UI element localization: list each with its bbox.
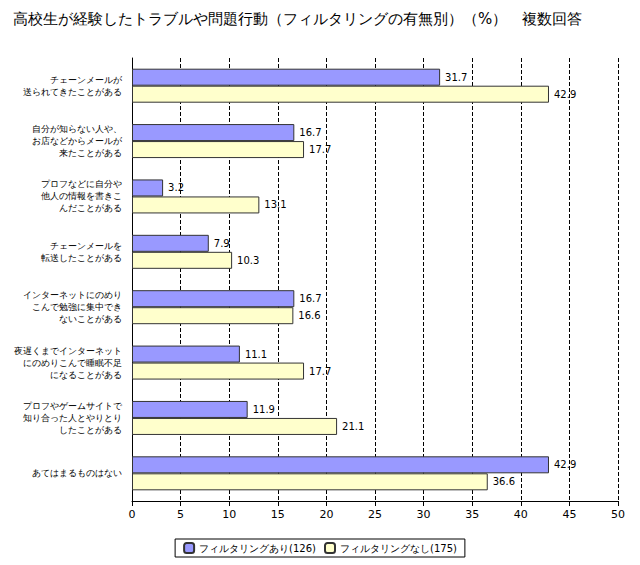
svg-text:0: 0 xyxy=(129,508,136,521)
svg-text:高校生が経験したトラブルや問題行動（フィルタリングの有無別）: 高校生が経験したトラブルや問題行動（フィルタリングの有無別）（%） 複数回答 xyxy=(13,10,582,28)
svg-text:チェーンメールが: チェーンメールが xyxy=(50,75,123,85)
svg-text:42.9: 42.9 xyxy=(554,89,576,100)
svg-text:21.1: 21.1 xyxy=(342,421,364,432)
svg-text:16.7: 16.7 xyxy=(299,127,321,138)
svg-text:16.6: 16.6 xyxy=(298,310,320,321)
svg-text:42.9: 42.9 xyxy=(554,459,576,470)
svg-text:になることがある: になることがある xyxy=(50,370,122,380)
svg-text:45: 45 xyxy=(562,508,576,521)
svg-text:フィルタリングなし(175): フィルタリングなし(175) xyxy=(340,543,457,554)
svg-text:17.7: 17.7 xyxy=(309,366,331,377)
svg-text:インターネットにのめり: インターネットにのめり xyxy=(23,290,122,300)
svg-text:31.7: 31.7 xyxy=(445,72,467,83)
svg-text:20: 20 xyxy=(319,508,333,521)
svg-text:17.7: 17.7 xyxy=(309,144,331,155)
svg-text:チェーンメールを: チェーンメールを xyxy=(50,241,122,251)
svg-text:11.1: 11.1 xyxy=(245,349,267,360)
svg-text:36.6: 36.6 xyxy=(493,476,515,487)
svg-text:30: 30 xyxy=(417,508,431,521)
svg-text:35: 35 xyxy=(465,508,479,521)
svg-text:来たことがある: 来たことがある xyxy=(59,148,122,158)
svg-text:あてはまるものはない: あてはまるものはない xyxy=(32,468,122,478)
svg-text:知り合った人とやりとり: 知り合った人とやりとり xyxy=(23,413,122,423)
svg-text:お店などからメールが: お店などからメールが xyxy=(32,136,123,146)
svg-text:16.7: 16.7 xyxy=(299,293,321,304)
svg-text:他人の情報を書きこ: 他人の情報を書きこ xyxy=(41,191,122,201)
svg-text:15: 15 xyxy=(271,508,285,521)
svg-text:プロフなどに自分や: プロフなどに自分や xyxy=(41,179,122,189)
svg-text:3.2: 3.2 xyxy=(168,182,184,193)
svg-text:13.1: 13.1 xyxy=(264,199,286,210)
svg-text:10.3: 10.3 xyxy=(237,255,259,266)
svg-text:25: 25 xyxy=(368,508,382,521)
svg-text:したことがある: したことがある xyxy=(59,425,122,435)
svg-text:こんで勉強に集中でき: こんで勉強に集中でき xyxy=(32,302,122,312)
svg-text:50: 50 xyxy=(611,508,625,521)
svg-text:5: 5 xyxy=(177,508,184,521)
svg-text:10: 10 xyxy=(222,508,236,521)
svg-text:送られてきたことがある: 送られてきたことがある xyxy=(23,87,122,97)
svg-text:40: 40 xyxy=(514,508,528,521)
svg-text:夜遅くまでインターネット: 夜遅くまでインターネット xyxy=(14,346,122,356)
svg-text:7.9: 7.9 xyxy=(214,238,230,249)
svg-text:自分が知らない人や、: 自分が知らない人や、 xyxy=(32,124,122,134)
svg-text:にのめりこんで睡眠不足: にのめりこんで睡眠不足 xyxy=(23,358,122,368)
svg-text:んだことがある: んだことがある xyxy=(59,203,122,213)
svg-text:フィルタリングあり(126): フィルタリングあり(126) xyxy=(199,543,316,554)
svg-text:転送したことがある: 転送したことがある xyxy=(41,253,122,263)
svg-text:ないことがある: ないことがある xyxy=(59,314,122,324)
svg-text:11.9: 11.9 xyxy=(253,404,275,415)
svg-text:プロフやゲームサイトで: プロフやゲームサイトで xyxy=(23,401,123,411)
